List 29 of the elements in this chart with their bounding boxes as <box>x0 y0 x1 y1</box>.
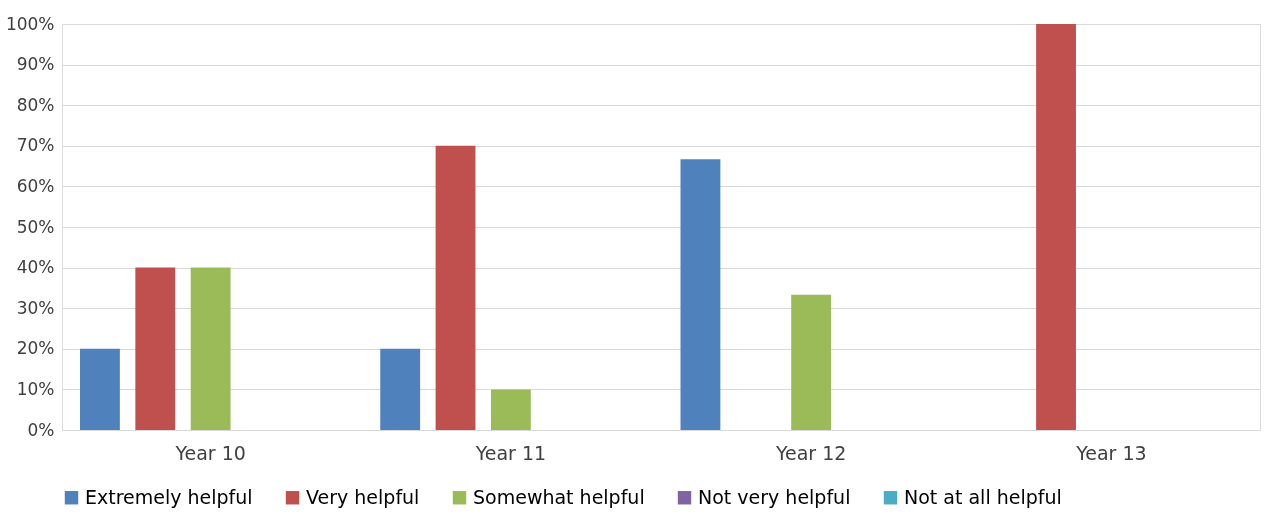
bar <box>80 348 120 430</box>
bar <box>190 267 231 430</box>
y-tick-label: 100% <box>5 13 55 34</box>
legend-label: Not at all helpful <box>904 485 1062 508</box>
x-tick-label: Year 12 <box>774 441 847 464</box>
bar <box>490 389 531 430</box>
legend-label: Extremely helpful <box>85 485 253 508</box>
y-tick-label: 20% <box>16 338 55 359</box>
bar <box>1036 24 1076 430</box>
y-tick-label: 40% <box>16 257 55 278</box>
x-tick-label: Year 10 <box>174 441 246 464</box>
y-tick-label: 60% <box>16 175 55 196</box>
bar <box>791 294 832 430</box>
legend-label: Very helpful <box>306 485 420 508</box>
bar <box>135 267 176 430</box>
bar <box>435 145 476 430</box>
y-tick-label: 0% <box>27 419 55 440</box>
y-tick-label: 80% <box>16 94 55 115</box>
x-tick-label: Year 11 <box>474 441 547 464</box>
y-tick-label: 90% <box>16 54 55 75</box>
y-tick-label: 10% <box>16 378 55 399</box>
legend-label: Somewhat helpful <box>473 485 645 508</box>
legend-label: Not very helpful <box>698 485 851 508</box>
bar <box>680 159 721 430</box>
y-tick-label: 70% <box>16 135 55 156</box>
y-tick-label: 30% <box>16 297 55 318</box>
bar <box>380 348 421 430</box>
y-tick-label: 50% <box>16 216 55 237</box>
x-tick-label: Year 13 <box>1075 441 1147 464</box>
